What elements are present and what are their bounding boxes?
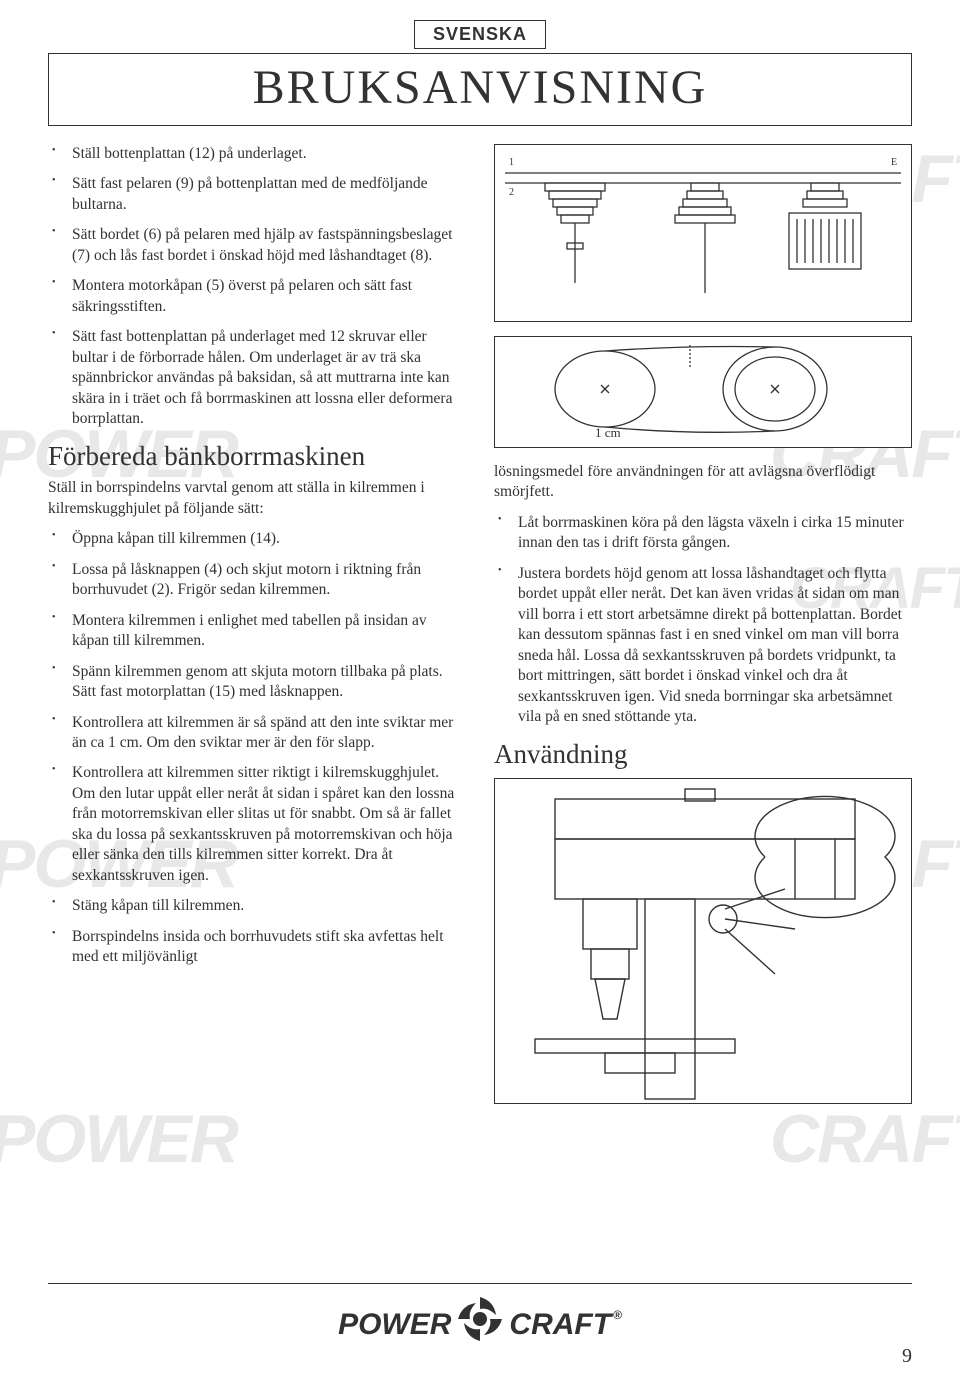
logo-swirl-icon (454, 1293, 506, 1350)
section-intro: Ställ in borrspindelns varvtal genom att… (48, 478, 466, 519)
footer-rule (48, 1283, 912, 1284)
list-item: Justera bordets höjd genom att lossa lås… (518, 564, 912, 728)
svg-text:2: 2 (509, 187, 514, 198)
title-box: BRUKSANVISNING (48, 53, 912, 126)
list-item: Stäng kåpan till kilremmen. (72, 896, 466, 916)
list-item: Montera kilremmen i enlighet med tabelle… (72, 611, 466, 652)
list-item: Låt borrmaskinen köra på den lägsta växe… (518, 513, 912, 554)
list-item: Sätt bordet (6) på pelaren med hjälp av … (72, 225, 466, 266)
list-item: Lossa på låsknappen (4) och skjut motorn… (72, 560, 466, 601)
brand-left: POWER (338, 1308, 451, 1341)
diagram-measurement-label: 1 cm (595, 425, 621, 441)
section-heading-usage: Användning (494, 739, 912, 770)
pulley-diagram: 1 2 E (494, 144, 912, 322)
svg-text:E: E (891, 157, 897, 168)
registered-icon: ® (613, 1308, 622, 1322)
page-title: BRUKSANVISNING (49, 60, 911, 115)
language-label: SVENSKA (414, 20, 546, 49)
continuation-text: lösningsmedel före användningen för att … (494, 462, 912, 503)
list-item: Kontrollera att kilremmen är så spänd at… (72, 713, 466, 754)
language-tag: SVENSKA (48, 20, 912, 49)
page-content: SVENSKA BRUKSANVISNING Ställ bottenplatt… (48, 20, 912, 1118)
list-item: Kontrollera att kilremmen sitter riktigt… (72, 763, 466, 886)
list-item: Montera motorkåpan (5) överst på pelaren… (72, 276, 466, 317)
svg-text:1: 1 (509, 157, 514, 168)
left-column: Ställ bottenplattan (12) på underlaget. S… (48, 144, 466, 1118)
list-item: Borrspindelns insida och borrhuvudets st… (72, 927, 466, 968)
two-column-layout: Ställ bottenplattan (12) på underlaget. S… (48, 144, 912, 1118)
drill-press-diagram (494, 778, 912, 1104)
prepare-list: Öppna kåpan till kilremmen (14). Lossa på… (48, 529, 466, 967)
belt-tension-diagram: 1 cm (494, 336, 912, 448)
section-heading-prepare: Förbereda bänkborrmaskinen (48, 441, 466, 472)
list-item: Ställ bottenplattan (12) på underlaget. (72, 144, 466, 164)
page-number: 9 (902, 1345, 912, 1368)
list-item: Öppna kåpan till kilremmen (14). (72, 529, 466, 549)
assembly-list: Ställ bottenplattan (12) på underlaget. S… (48, 144, 466, 429)
right-column: 1 2 E (494, 144, 912, 1118)
list-item: Sätt fast bottenplattan på underlaget me… (72, 327, 466, 429)
usage-prep-list: Låt borrmaskinen köra på den lägsta växe… (494, 513, 912, 728)
list-item: Sätt fast pelaren (9) på bottenplattan m… (72, 174, 466, 215)
brand-right: CRAFT (509, 1308, 611, 1341)
list-item: Spänn kilremmen genom att skjuta motorn … (72, 662, 466, 703)
